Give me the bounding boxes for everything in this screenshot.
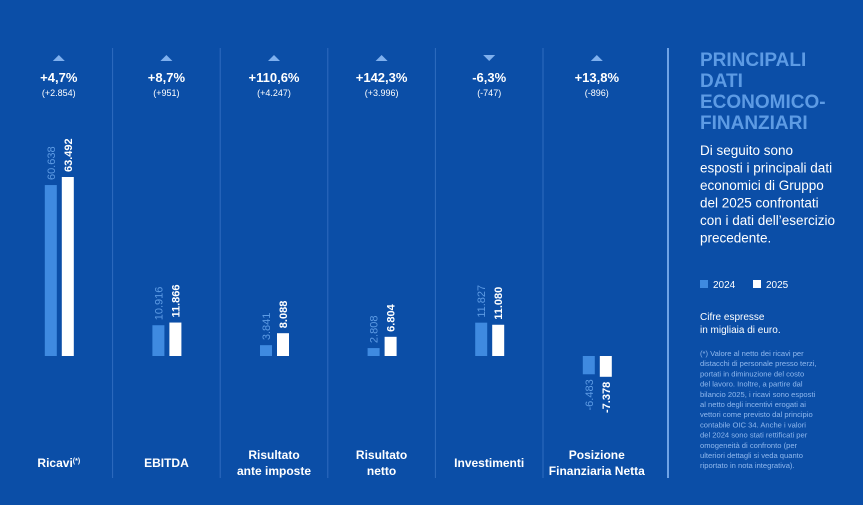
category-label: Risultato xyxy=(356,448,407,462)
category-label-text: Risultato xyxy=(356,448,407,462)
legend-label: 2025 xyxy=(766,280,789,291)
panel-note: del lavoro. Inoltre, a partire dal xyxy=(700,380,803,389)
value-label: 11.866 xyxy=(170,284,182,317)
panel-note: ulteriori dettagli si veda quanto xyxy=(700,451,803,460)
category-label-text: netto xyxy=(367,464,396,478)
trend-arrow xyxy=(160,55,173,61)
category-label-text: Investimenti xyxy=(454,456,524,470)
bar xyxy=(44,185,57,356)
trend-arrow xyxy=(375,55,388,61)
change-absolute: (+951) xyxy=(153,88,179,98)
panel-title: ECONOMICO- xyxy=(700,92,826,113)
panel-note: al netto degli incentivi erogati ai xyxy=(700,400,806,409)
change-absolute: (-896) xyxy=(585,88,609,98)
change-absolute: (+2.854) xyxy=(42,88,76,98)
panel-units: Cifre espresse xyxy=(700,312,765,323)
change-percent: +13,8% xyxy=(575,70,620,85)
bar xyxy=(260,345,272,356)
category-label: ante imposte xyxy=(237,464,311,478)
value-label: 2.808 xyxy=(369,316,381,344)
panel-title: PRINCIPALI xyxy=(700,50,806,71)
change-percent: +4,7% xyxy=(40,70,78,85)
panel-note: del 2024 sono stati rettificati per xyxy=(700,431,808,440)
bar xyxy=(61,177,74,356)
panel-intro: economici di Gruppo xyxy=(700,178,824,193)
change-percent: +8,7% xyxy=(148,70,186,85)
panel-intro: con i dati dell’esercizio xyxy=(700,213,835,228)
trend-arrow xyxy=(483,55,496,61)
value-label: 3.841 xyxy=(261,313,273,341)
panel-note: riportato in nota integrativa). xyxy=(700,461,795,470)
category-note: (*) xyxy=(73,458,80,465)
panel-units: in migliaia di euro. xyxy=(700,325,781,336)
category-label: netto xyxy=(367,464,396,478)
bar xyxy=(367,348,380,356)
category-label-text: Posizione xyxy=(569,448,625,462)
trend-arrow xyxy=(590,55,603,61)
bar xyxy=(492,324,505,356)
value-label: 6.804 xyxy=(386,303,398,331)
panel-note: vettori come previsto dal principio xyxy=(700,410,813,419)
category-label: Finanziaria Netta xyxy=(549,464,645,478)
category-label-text: ante imposte xyxy=(237,464,311,478)
bar xyxy=(582,356,595,375)
panel-intro: Di seguito sono xyxy=(700,143,793,158)
category-label-text: Finanziaria Netta xyxy=(549,464,645,478)
value-label: 8.088 xyxy=(278,301,290,329)
category-label: EBITDA xyxy=(144,456,189,470)
value-label: -6.483 xyxy=(584,379,596,410)
panel-note: bilancio 2025, i ricavi sono esposti xyxy=(700,390,816,399)
change-absolute: (-747) xyxy=(477,88,501,98)
category-label: Ricavi(*) xyxy=(37,456,80,470)
category-label-text: EBITDA xyxy=(144,456,189,470)
bar xyxy=(169,322,182,356)
value-label: 10.916 xyxy=(153,287,165,321)
change-absolute: (+4.247) xyxy=(257,88,291,98)
category-label: Risultato xyxy=(248,448,299,462)
change-percent: +142,3% xyxy=(356,70,408,85)
category-label-text: Risultato xyxy=(248,448,299,462)
legend-label: 2024 xyxy=(713,280,736,291)
value-label: 11.080 xyxy=(493,287,505,320)
value-label: 63.492 xyxy=(63,138,75,172)
legend-swatch xyxy=(700,280,708,288)
panel-intro: esposti i principali dati xyxy=(700,161,832,176)
category-label-text: Ricavi xyxy=(37,456,72,470)
change-absolute: (+3.996) xyxy=(365,88,399,98)
value-label: 11.827 xyxy=(476,285,488,318)
value-label: 60.638 xyxy=(46,146,58,180)
change-percent: -6,3% xyxy=(472,70,506,85)
change-percent: +110,6% xyxy=(249,70,300,85)
legend-swatch xyxy=(753,280,761,288)
trend-arrow xyxy=(52,55,65,61)
category-label: Posizione xyxy=(569,448,625,462)
panel-title: FINANZIARI xyxy=(700,113,808,134)
bar xyxy=(152,325,165,356)
bar xyxy=(475,322,488,356)
panel-intro: precedente. xyxy=(700,231,771,246)
panel-note: portati in diminuzione del costo xyxy=(700,369,804,378)
panel-note: (*) Valore al netto dei ricavi per xyxy=(700,349,804,358)
category-label: Investimenti xyxy=(454,456,524,470)
panel-title: DATI xyxy=(700,71,743,92)
trend-arrow xyxy=(268,55,280,61)
value-label: -7.378 xyxy=(601,382,613,413)
panel-intro: del 2025 confrontati xyxy=(700,196,819,211)
bar xyxy=(599,356,612,377)
bar xyxy=(384,336,397,356)
panel-note: contabile OIC 34. Anche i valori xyxy=(700,420,806,429)
bar xyxy=(277,333,289,356)
panel-note: distacchi di personale presso terzi, xyxy=(700,359,817,368)
panel-note: omogeneità di confronto (per xyxy=(700,441,798,450)
